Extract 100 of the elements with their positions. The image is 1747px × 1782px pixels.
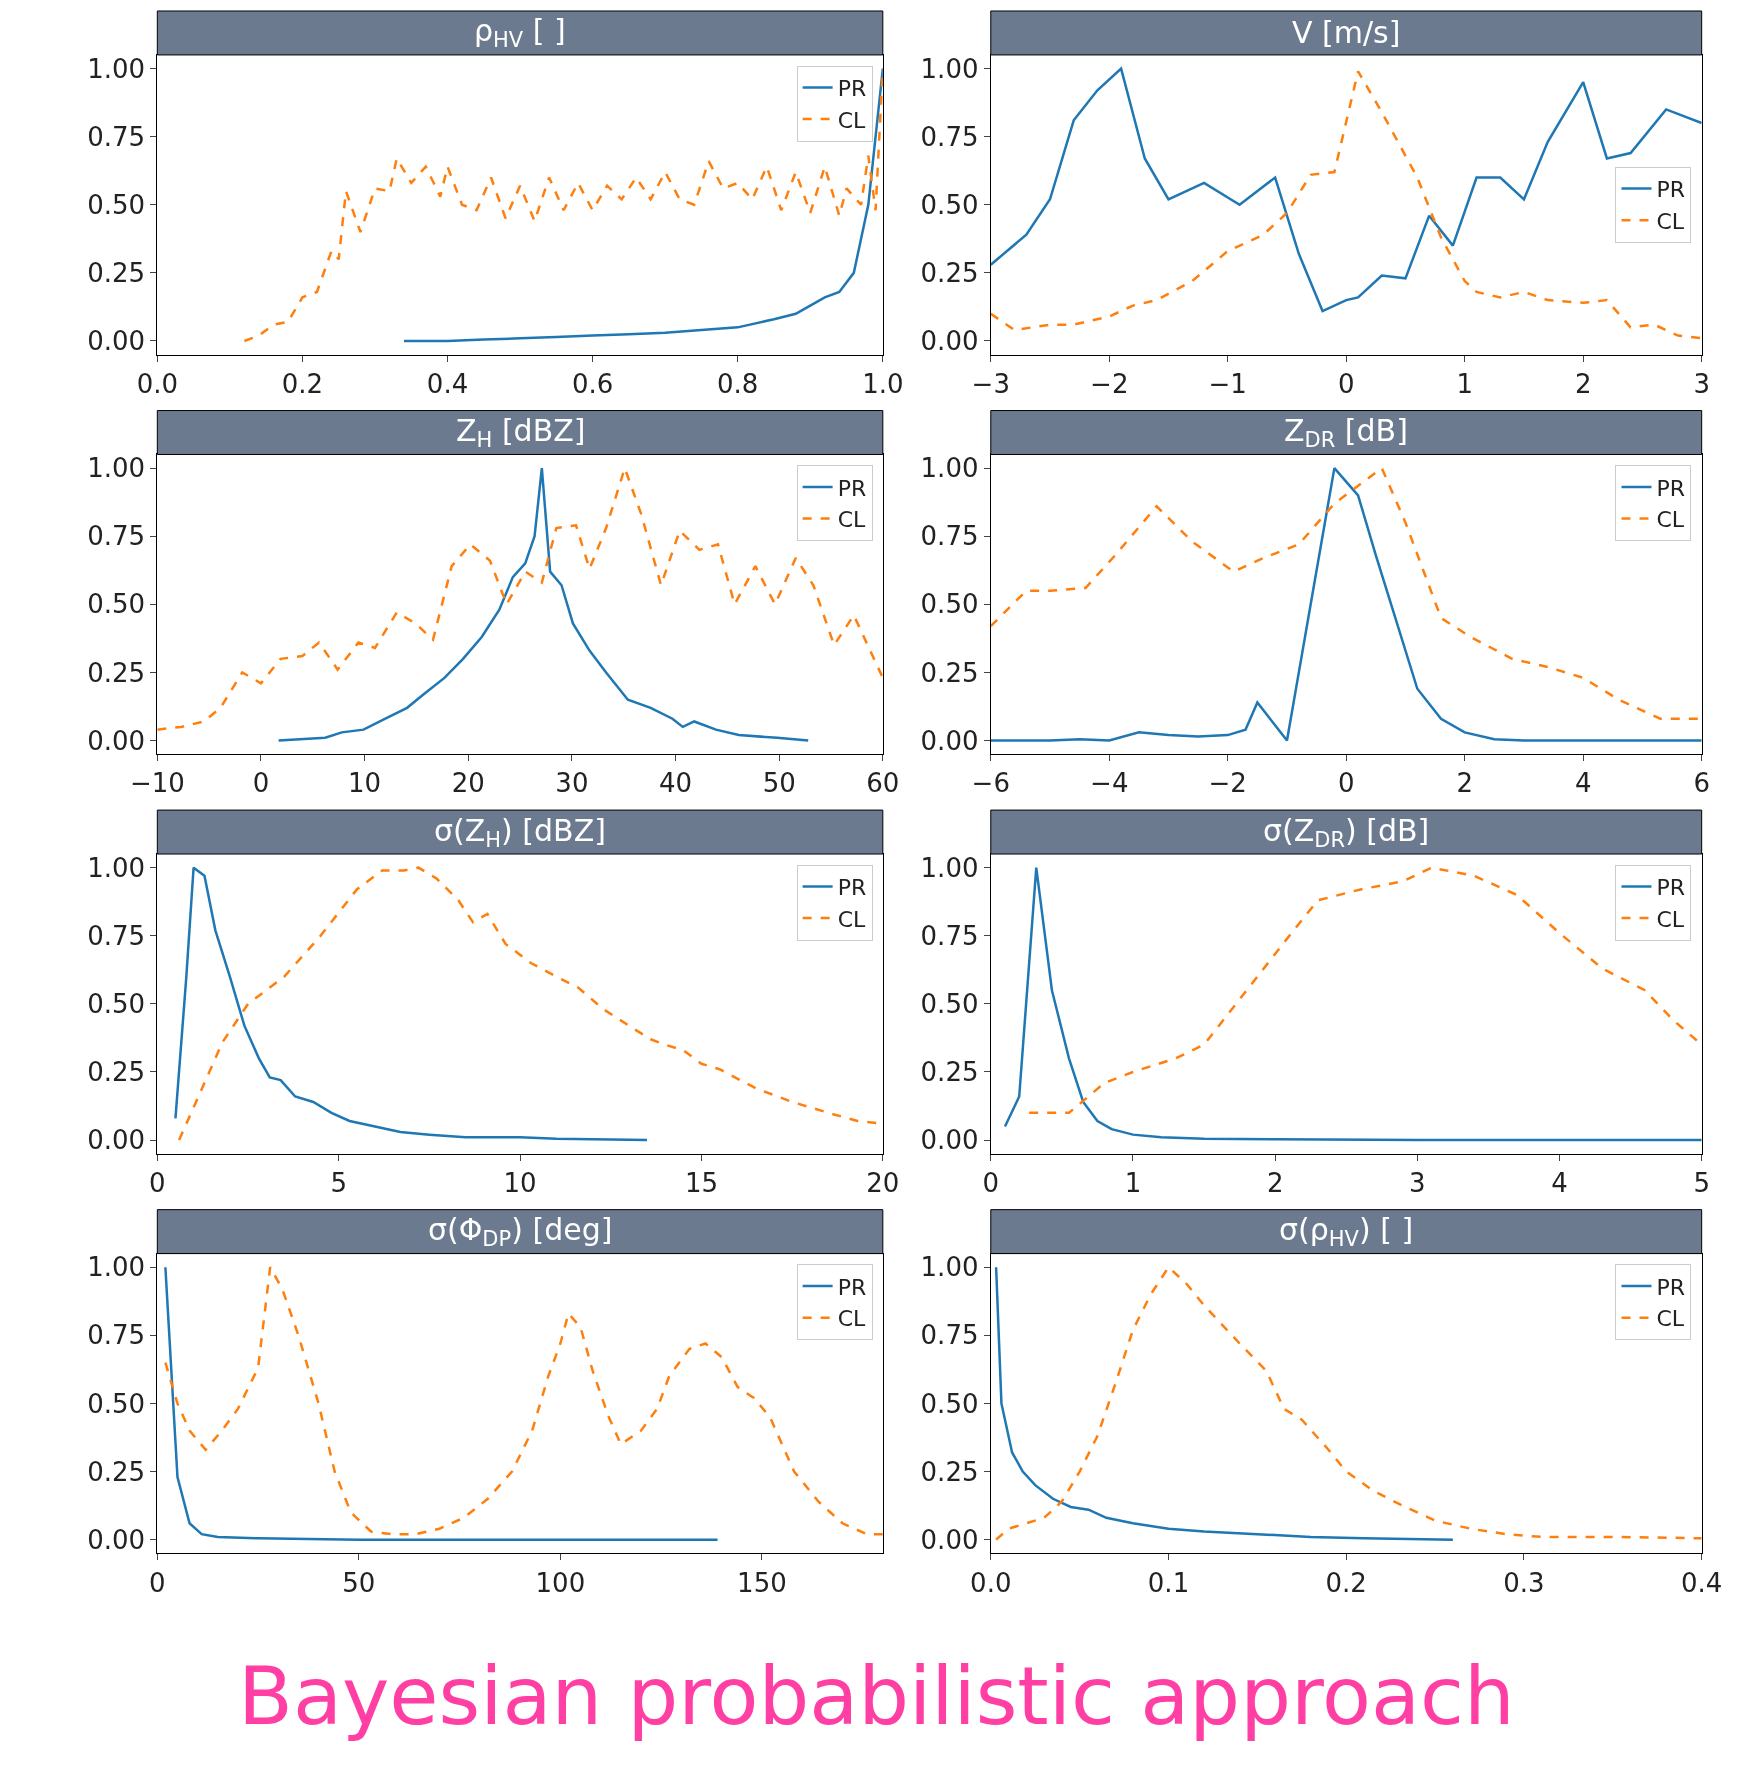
x-tick-label: 5	[1693, 1168, 1710, 1198]
x-tick-label: 0	[982, 1168, 1000, 1198]
x-tick-label: 1.0	[862, 368, 904, 399]
x-tick-label: 0	[1337, 768, 1355, 799]
x-tick-label: 40	[658, 768, 693, 799]
legend-label: PR	[837, 875, 867, 901]
x-tick-label: 0.1	[1147, 1567, 1190, 1598]
x-tick-label: 0	[149, 1567, 166, 1598]
chart-title: σ(ρ$_{HV}$) [ ]	[1279, 1212, 1414, 1252]
x-tick-label: 0.2	[281, 368, 324, 399]
legend-label: PR	[1656, 875, 1686, 901]
chart-title: Z$_{DR}$ [dB]	[1284, 413, 1408, 453]
x-tick-label: 6	[1693, 768, 1710, 799]
y-tick-label: 0.50	[87, 189, 146, 220]
legend-label: CL	[837, 507, 866, 533]
y-tick-label: 0.75	[87, 121, 146, 152]
legend-label: CL	[1656, 507, 1685, 533]
x-tick-label: 0.8	[717, 368, 759, 399]
y-tick-label: 0.25	[87, 657, 146, 688]
x-tick-label: 5	[330, 1168, 347, 1198]
y-tick-label: 0.50	[87, 988, 146, 1019]
x-tick-label: 4	[1551, 1168, 1568, 1198]
y-tick-label: 0.25	[920, 1057, 979, 1088]
x-tick-label: 50	[762, 768, 796, 799]
x-tick-label: 1	[1124, 1168, 1142, 1198]
x-tick-label: 0	[252, 768, 270, 799]
y-tick-label: 0.25	[920, 257, 979, 288]
x-tick-label: 100	[535, 1567, 586, 1598]
legend-label: PR	[1656, 1274, 1686, 1300]
y-tick-label: 1.00	[87, 453, 146, 484]
x-tick-label: −2	[1208, 768, 1247, 799]
y-tick-label: 1.00	[920, 852, 979, 883]
y-tick-label: 0.25	[87, 257, 146, 288]
chart-title: Z$_{H}$ [dBZ]	[456, 413, 586, 453]
legend-label: CL	[1656, 1306, 1685, 1332]
y-tick-label: 0.50	[87, 1388, 146, 1419]
y-tick-label: 0.00	[87, 1524, 146, 1555]
x-tick-label: 0	[1337, 368, 1355, 399]
y-tick-label: 0.75	[87, 1320, 146, 1351]
y-tick-label: 1.00	[920, 1252, 979, 1283]
legend-label: PR	[1656, 475, 1686, 501]
x-tick-label: 50	[342, 1567, 376, 1598]
x-tick-label: 20	[866, 1168, 900, 1198]
legend-label: CL	[1656, 906, 1685, 932]
legend-label: CL	[837, 107, 866, 133]
y-tick-label: 0.00	[87, 326, 146, 357]
y-tick-label: 1.00	[87, 53, 146, 84]
y-tick-label: 0.50	[87, 589, 146, 620]
y-tick-label: 0.50	[920, 589, 979, 620]
chart-title: ρ$_{HV}$ [ ]	[474, 13, 566, 53]
x-tick-label: 0	[149, 1168, 166, 1198]
x-tick-label: 10	[348, 768, 382, 799]
x-tick-label: 0.4	[1681, 1567, 1723, 1598]
y-tick-label: 0.25	[920, 657, 979, 688]
x-tick-label: −6	[971, 768, 1010, 799]
y-tick-label: 0.75	[920, 521, 979, 552]
legend-label: PR	[1656, 177, 1686, 203]
x-tick-label: 0.2	[1325, 1567, 1367, 1598]
legend-label: PR	[837, 475, 867, 501]
y-tick-label: 0.75	[87, 521, 146, 552]
x-tick-label: 3	[1409, 1168, 1426, 1198]
y-tick-label: 0.25	[87, 1456, 146, 1487]
x-tick-label: 2	[1456, 768, 1473, 799]
x-tick-label: 0.6	[571, 368, 614, 399]
x-tick-label: 15	[684, 1168, 718, 1198]
x-tick-label: 150	[737, 1567, 787, 1598]
x-tick-label: 2	[1266, 1168, 1284, 1198]
line-series	[402, 67, 883, 343]
x-tick-label: 20	[451, 768, 485, 799]
line-series	[174, 866, 649, 1142]
y-tick-label: 0.75	[920, 121, 979, 152]
y-tick-label: 0.75	[87, 920, 146, 951]
y-tick-label: 0.50	[920, 988, 979, 1019]
line-series	[164, 1265, 719, 1541]
y-tick-label: 0.50	[920, 1388, 979, 1419]
legend-label: PR	[837, 76, 867, 101]
y-tick-label: 1.00	[87, 1252, 146, 1283]
x-tick-label: 30	[555, 768, 589, 799]
x-tick-label: 2	[1574, 368, 1592, 399]
chart-title: V [m/s]	[1292, 15, 1401, 50]
y-tick-label: 1.00	[920, 453, 979, 484]
legend-label: CL	[1656, 208, 1685, 234]
x-tick-label: 0.3	[1503, 1567, 1545, 1598]
line-series	[994, 1265, 1455, 1541]
x-tick-label: 0.0	[970, 1567, 1012, 1598]
y-tick-label: 0.50	[920, 189, 979, 220]
x-tick-label: 3	[1693, 368, 1710, 399]
x-tick-label: 10	[503, 1168, 537, 1198]
legend-label: CL	[837, 906, 866, 932]
line-series	[164, 1265, 883, 1536]
y-tick-label: 0.00	[87, 1125, 146, 1156]
x-tick-label: −10	[129, 768, 185, 799]
y-tick-label: 0.75	[920, 1320, 979, 1351]
chart-title: σ(Z$_{H}$) [dBZ]	[434, 813, 606, 853]
y-tick-label: 0.25	[920, 1456, 979, 1487]
y-tick-label: 0.75	[920, 920, 979, 951]
legend-label: PR	[837, 1274, 867, 1300]
text: Bayesian probabilistic approach	[238, 1650, 1515, 1743]
x-tick-label: 0.0	[136, 368, 178, 399]
x-tick-label: −3	[971, 368, 1010, 399]
